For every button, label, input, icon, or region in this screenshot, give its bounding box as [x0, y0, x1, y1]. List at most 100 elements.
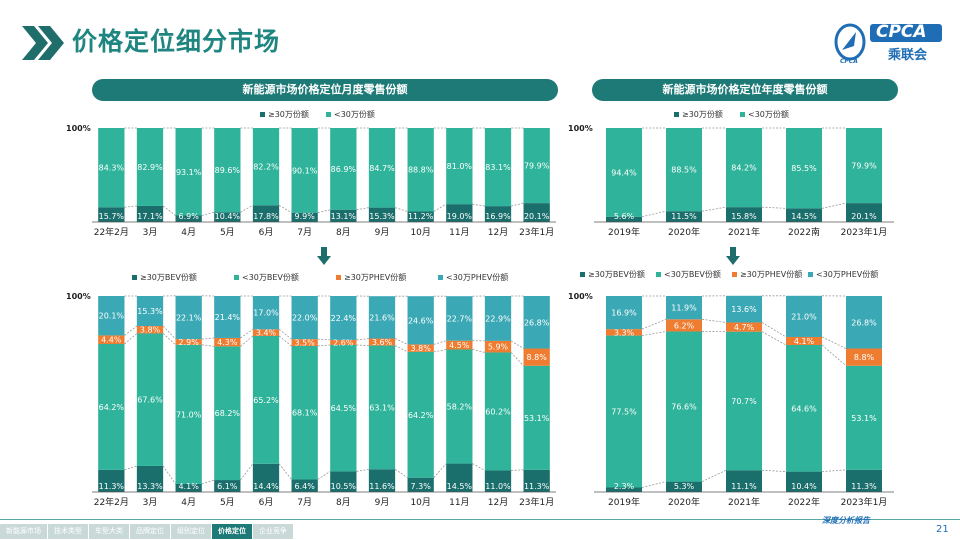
data-label: 11.3%: [99, 482, 125, 491]
bar-segment: [136, 325, 164, 334]
cpca-logo: [834, 23, 942, 61]
data-label: 88.5%: [671, 166, 697, 175]
data-label: 26.8%: [851, 318, 877, 327]
data-label: 67.6%: [137, 396, 163, 405]
connector-line: [433, 463, 447, 478]
data-label: 19.0%: [447, 212, 473, 221]
connector-line: [124, 465, 137, 471]
bar-segment: [214, 212, 241, 222]
connector-line: [641, 481, 667, 488]
legend-label: <30万BEV份额: [242, 272, 299, 282]
data-label: 81.0%: [447, 162, 473, 171]
bar-segment: [291, 296, 318, 340]
data-label: 11.0%: [485, 482, 511, 491]
bar-segment: [606, 335, 642, 488]
bar-segment: [330, 471, 357, 492]
data-label: 63.1%: [369, 403, 395, 412]
data-label: 85.5%: [791, 164, 817, 173]
connector-line: [761, 322, 787, 338]
legend-label: ≥30万BEV份额: [588, 269, 645, 279]
data-label: 86.9%: [331, 165, 357, 174]
bar-segment: [98, 335, 125, 345]
bar-segment: [252, 335, 280, 464]
x-tick-label: 2023年1月: [841, 496, 888, 508]
bar-segment: [98, 128, 125, 208]
x-tick-label: 3月: [143, 497, 158, 508]
connector-line: [356, 207, 369, 211]
x-tick-label: 5月: [220, 227, 235, 238]
tab-brand-positioning[interactable]: 品牌定位: [130, 524, 170, 539]
connector-line: [433, 203, 447, 212]
tab-technology-type[interactable]: 技术类型: [48, 524, 88, 539]
bar-segment: [726, 470, 762, 492]
data-label: 82.2%: [253, 163, 279, 172]
x-tick-label: 2020年: [668, 226, 700, 238]
chart-monthly-powertrain-share: ≥30万BEV份额 <30万BEV份额 ≥30万PHEV份额 <30万PHEV份额 10…: [66, 272, 556, 508]
x-tick-label: 3月: [143, 227, 158, 238]
connector-line: [821, 336, 847, 349]
bar-segment: [175, 344, 202, 484]
data-label: 10.4%: [215, 212, 241, 221]
bar-segment: [606, 296, 642, 330]
y-tick-label: 100%: [568, 292, 593, 301]
bar-segment: [523, 203, 550, 222]
connector-line: [511, 469, 524, 471]
tab-segment-positioning[interactable]: 级别定位: [171, 524, 211, 539]
legend-label: <30万份额: [334, 109, 375, 119]
bar-segment: [446, 296, 473, 341]
tab-company-competition[interactable]: 企业竞争: [253, 524, 293, 539]
bar-segment: [175, 295, 202, 340]
data-label: 11.3%: [851, 482, 877, 491]
data-label: 94.4%: [611, 168, 637, 177]
bar-segment: [407, 477, 434, 492]
data-label: 11.2%: [408, 212, 434, 221]
data-label: 21.0%: [791, 312, 817, 321]
bar-segment: [252, 463, 280, 492]
connector-line: [510, 352, 524, 367]
x-tick-label: 22年2月: [94, 226, 129, 238]
data-label: 17.1%: [137, 212, 163, 221]
bar-segment: [136, 296, 164, 326]
data-label: 20.1%: [524, 212, 550, 221]
data-label: 21.6%: [369, 313, 395, 322]
connector-line: [472, 349, 485, 353]
connector-line: [356, 344, 369, 346]
data-label: 5.9%: [488, 343, 509, 352]
data-label: 24.6%: [408, 316, 434, 325]
bar-segment: [136, 333, 164, 466]
connector-line: [641, 210, 667, 218]
bar-segment: [523, 128, 550, 204]
bar-segment: [484, 296, 512, 341]
bar-segment: [846, 128, 882, 204]
x-tick-label: 2022年: [788, 496, 820, 508]
bar-segment: [666, 296, 702, 320]
tab-price-positioning[interactable]: 价格定位: [212, 524, 252, 539]
data-label: 13.1%: [331, 212, 357, 221]
x-tick-label: 2019年: [608, 226, 640, 238]
bar-segment: [368, 345, 396, 470]
y-tick-label: 100%: [568, 124, 593, 133]
connector-line: [701, 206, 727, 212]
connector-line: [317, 344, 331, 347]
connector-line: [240, 463, 254, 481]
data-label: 16.9%: [485, 212, 511, 221]
data-label: 3.8%: [411, 344, 432, 353]
data-label: 4.3%: [217, 338, 238, 347]
data-label: 17.0%: [253, 309, 279, 318]
legend-swatch: [438, 275, 443, 280]
legend-label: ≥30万份额: [682, 109, 723, 119]
bar-segment: [786, 336, 822, 345]
x-tick-label: 22年2月: [94, 496, 129, 508]
bar-segment: [484, 340, 512, 353]
connector-line: [278, 204, 292, 214]
tab-new-energy-market[interactable]: 新能源市场: [0, 524, 47, 539]
bar-segment: [726, 322, 762, 332]
data-label: 15.3%: [369, 212, 395, 221]
bar-segment: [252, 128, 280, 206]
tab-vehicle-category[interactable]: 车型大类: [89, 524, 129, 539]
legend-label: ≥30万份额: [268, 109, 309, 119]
x-tick-label: 23年1月: [519, 496, 554, 508]
arrow-down-icon: [726, 247, 740, 265]
data-label: 2.6%: [333, 338, 354, 347]
data-label: 20.1%: [851, 212, 877, 221]
